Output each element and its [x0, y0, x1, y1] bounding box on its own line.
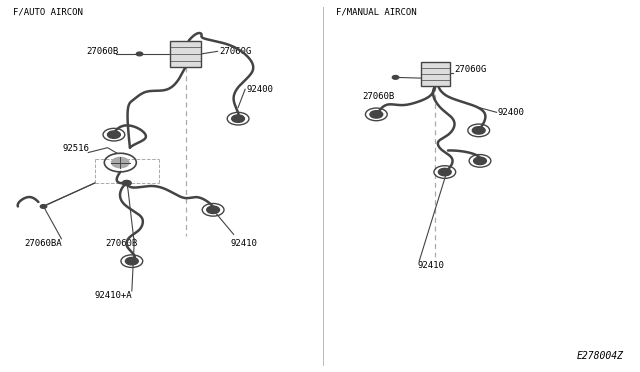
- Text: 92410+A: 92410+A: [95, 291, 132, 300]
- Circle shape: [438, 168, 451, 176]
- Circle shape: [207, 206, 220, 214]
- Text: 92516: 92516: [63, 144, 90, 153]
- Circle shape: [474, 157, 486, 164]
- Text: 27060B: 27060B: [86, 47, 118, 56]
- Circle shape: [125, 257, 138, 265]
- Circle shape: [122, 180, 131, 186]
- Bar: [170, 41, 201, 67]
- Circle shape: [136, 52, 143, 56]
- Text: 92400: 92400: [246, 85, 273, 94]
- Text: 27060B: 27060B: [106, 239, 138, 248]
- Text: F/AUTO AIRCON: F/AUTO AIRCON: [13, 7, 83, 16]
- Text: 92410: 92410: [417, 261, 444, 270]
- Text: E278004Z: E278004Z: [577, 351, 624, 361]
- Text: 27060B: 27060B: [362, 92, 394, 101]
- Circle shape: [40, 205, 47, 208]
- Text: 92410: 92410: [230, 239, 257, 248]
- Circle shape: [232, 115, 244, 122]
- Bar: [421, 62, 450, 86]
- Circle shape: [111, 157, 129, 168]
- Text: 92400: 92400: [498, 108, 525, 117]
- Circle shape: [108, 131, 120, 138]
- Text: 27060BA: 27060BA: [24, 239, 62, 248]
- Circle shape: [370, 110, 383, 118]
- Text: 27060G: 27060G: [454, 65, 486, 74]
- Circle shape: [472, 126, 485, 134]
- Text: 27060G: 27060G: [219, 47, 251, 56]
- Circle shape: [392, 76, 399, 79]
- Text: F/MANUAL AIRCON: F/MANUAL AIRCON: [336, 7, 417, 16]
